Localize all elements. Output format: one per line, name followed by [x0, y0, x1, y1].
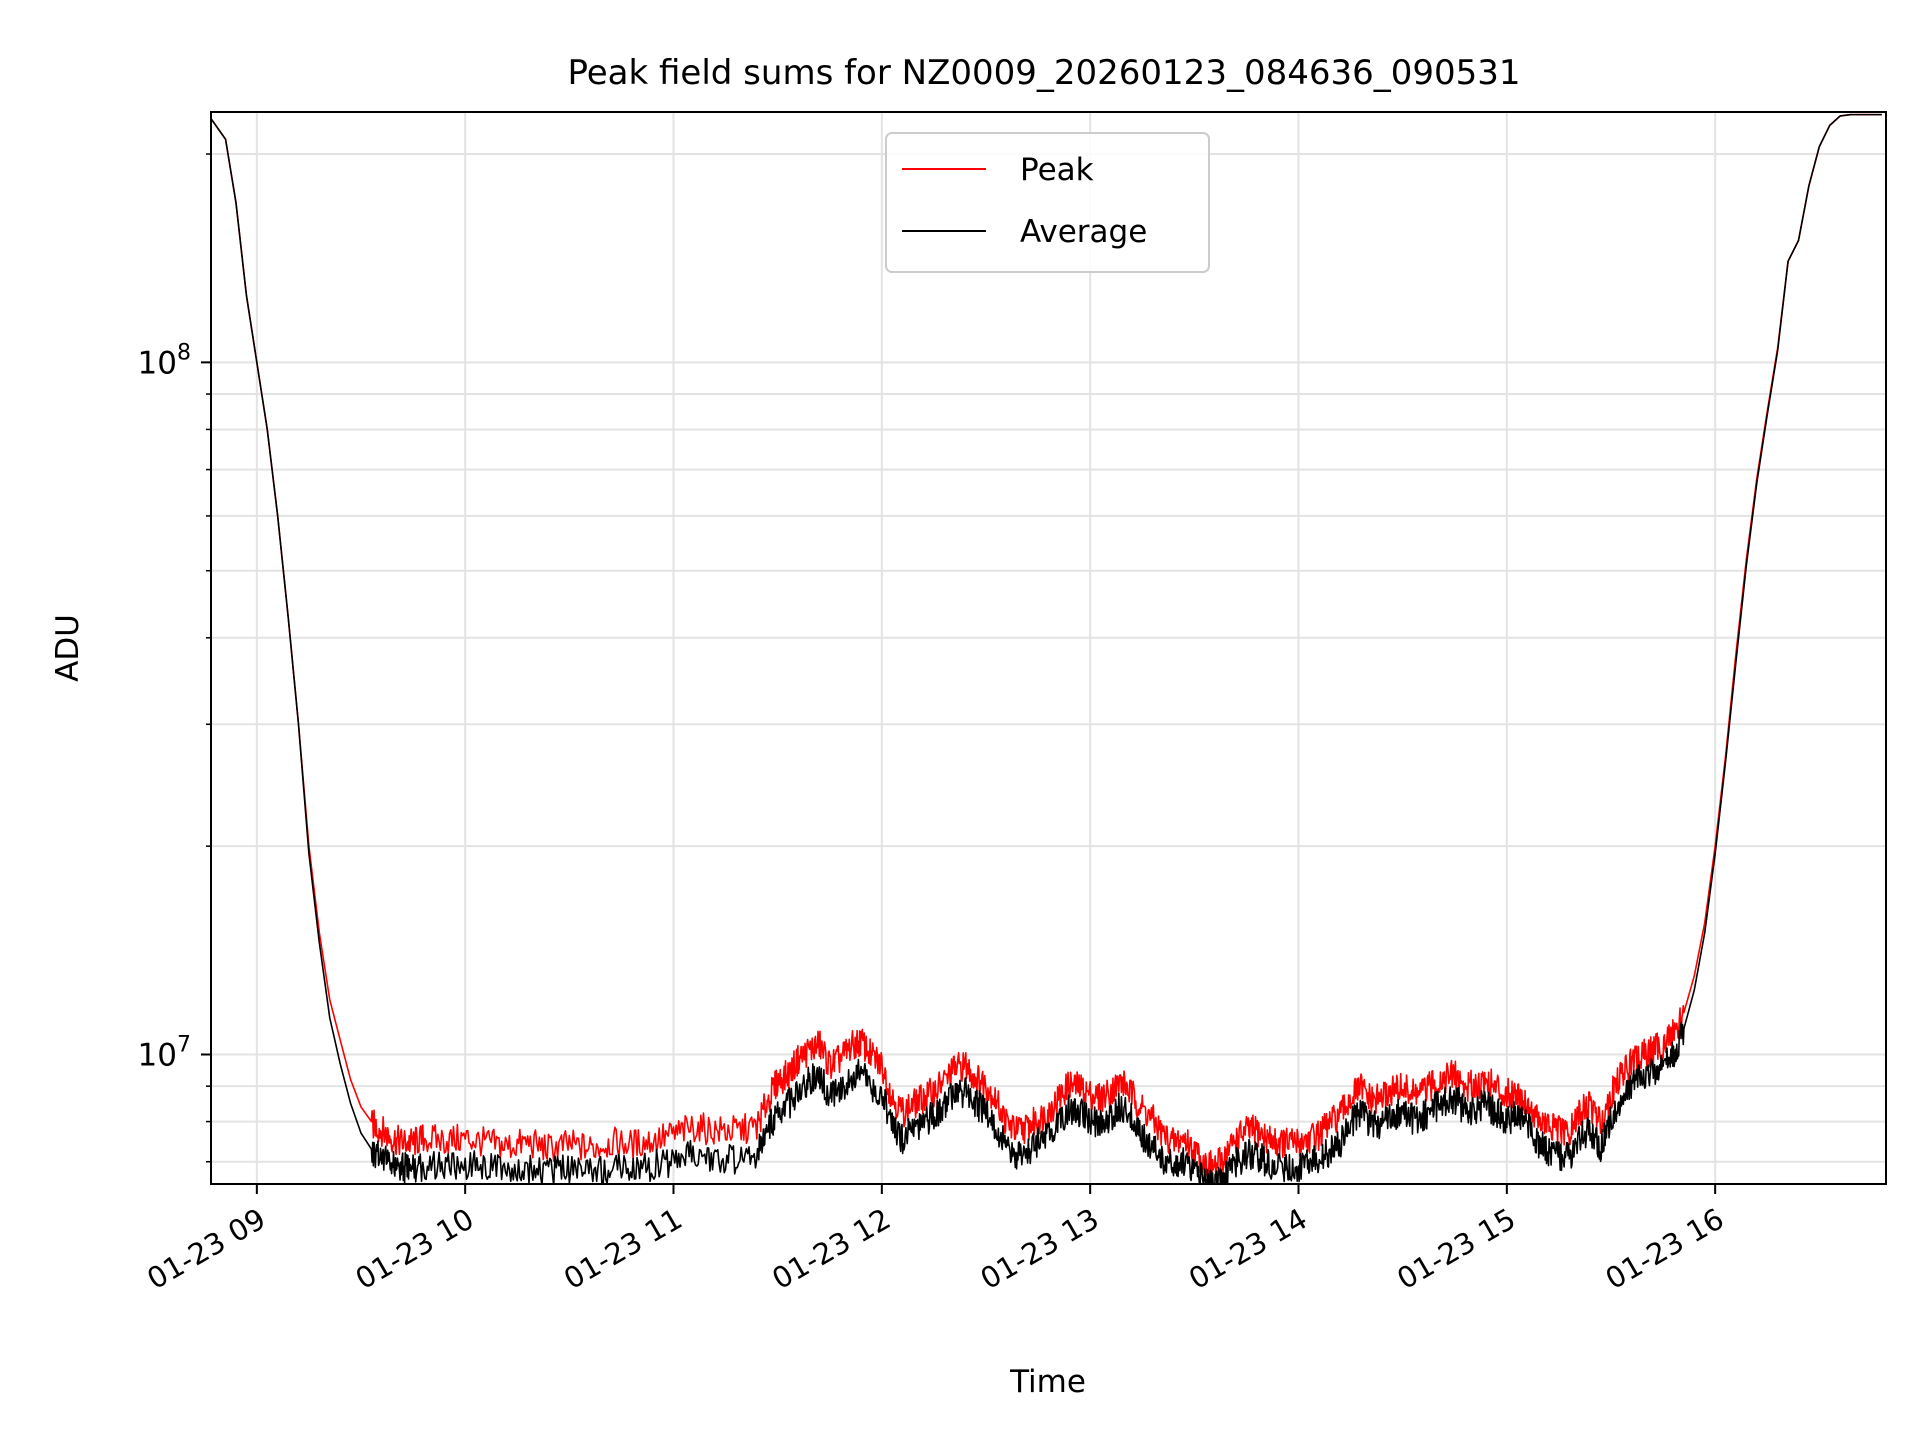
y-tick-label: 108: [138, 340, 191, 381]
series-line-peak: [211, 113, 1882, 1179]
y-tick-label-exponent: 7: [177, 1033, 191, 1058]
legend-box: [885, 132, 1210, 273]
y-tick-label-base: 10: [138, 345, 177, 381]
plot-area-frame: [210, 111, 1887, 1185]
y-tick-label-base: 10: [138, 1038, 177, 1074]
y-tick-label-exponent: 8: [177, 340, 191, 365]
x-axis-label: Time: [1009, 1364, 1086, 1400]
y-tick-label: 107: [138, 1033, 191, 1074]
chart-title: Peak field sums for NZ0009_20260123_0846…: [567, 53, 1520, 93]
legend: Peak Average: [885, 132, 1210, 273]
y-axis-label: ADU: [50, 614, 86, 682]
series-layer: [211, 113, 1882, 1184]
legend-label-peak: Peak: [1020, 152, 1094, 188]
series-line-average: [211, 113, 1882, 1184]
legend-label-average: Average: [1020, 214, 1147, 250]
